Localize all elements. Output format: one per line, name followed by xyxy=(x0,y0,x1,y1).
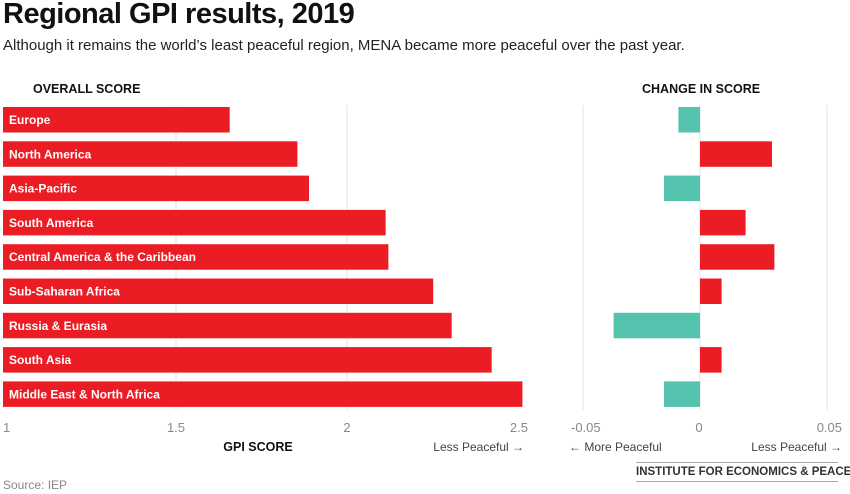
bar-south-asia xyxy=(3,347,492,373)
change-bar-middle-east-north-africa xyxy=(664,381,700,407)
change-score-header: CHANGE IN SCORE xyxy=(642,82,761,96)
change-bar-central-america-the-caribbean xyxy=(700,244,775,270)
bar-asia-pacific xyxy=(3,175,310,202)
change-bar-sub-saharan-africa xyxy=(700,278,722,304)
change-bar-russia-eurasia xyxy=(613,312,700,339)
bar-europe xyxy=(3,107,230,133)
bar-label: South Asia xyxy=(9,353,72,367)
more-peaceful-note: ← More Peaceful xyxy=(569,440,662,454)
x-tick-label: 0.05 xyxy=(817,420,842,435)
change-bar-south-asia xyxy=(700,347,722,373)
bar-sub-saharan-africa xyxy=(3,278,434,304)
less-peaceful-note: Less Peaceful → xyxy=(751,440,842,454)
change-bar-south-america xyxy=(700,209,746,236)
x-tick-label: -0.05 xyxy=(571,420,601,435)
x-tick-label: 2.5 xyxy=(510,420,528,435)
source-note: Source: IEP xyxy=(3,478,68,492)
bar-label: Sub-Saharan Africa xyxy=(9,285,120,299)
bar-label: Central America & the Caribbean xyxy=(9,250,196,264)
bar-label: Middle East & North Africa xyxy=(9,387,160,401)
bar-label: Russia & Eurasia xyxy=(9,319,107,333)
bar-label: Europe xyxy=(9,113,51,127)
change-bar-north-america xyxy=(700,141,772,167)
bar-north-america xyxy=(3,141,298,167)
overall-score-header: OVERALL SCORE xyxy=(33,82,141,96)
x-axis-title: GPI SCORE xyxy=(223,440,292,454)
less-peaceful-note: Less Peaceful → xyxy=(433,440,524,454)
change-bar-europe xyxy=(678,107,700,133)
bar-middle-east-north-africa xyxy=(3,381,523,407)
x-tick-label: 0 xyxy=(695,420,702,435)
x-tick-label: 2 xyxy=(343,420,350,435)
bar-label: Asia-Pacific xyxy=(9,182,77,196)
bar-russia-eurasia xyxy=(3,312,452,339)
bar-label: South America xyxy=(9,216,94,230)
bar-label: North America xyxy=(9,147,92,161)
chart-subtitle: Although it remains the world’s least pe… xyxy=(3,37,685,54)
chart-title: Regional GPI results, 2019 xyxy=(3,0,355,30)
brand-logo: INSTITUTE FOR ECONOMICS & PEACE xyxy=(636,462,850,482)
x-tick-label: 1.5 xyxy=(167,420,185,435)
bar-central-america-the-caribbean xyxy=(3,244,389,270)
bar-south-america xyxy=(3,209,386,236)
change-bar-asia-pacific xyxy=(664,175,700,202)
x-tick-label: 1 xyxy=(3,420,10,435)
